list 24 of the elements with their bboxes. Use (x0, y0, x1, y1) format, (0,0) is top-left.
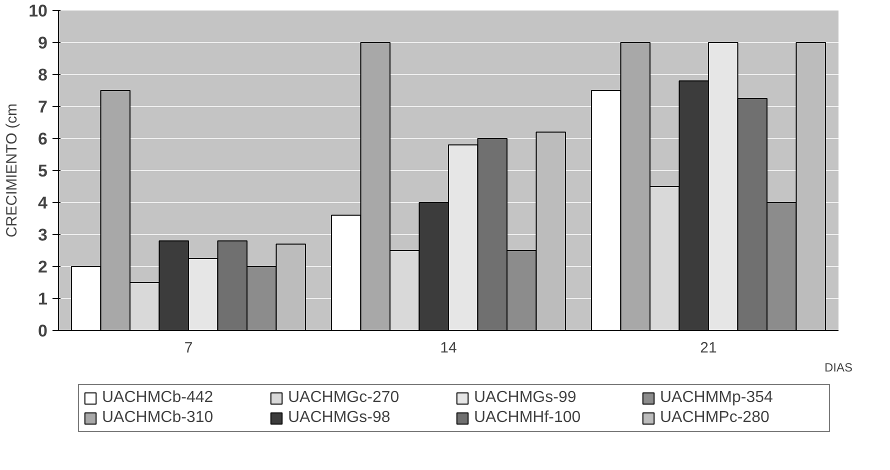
y-tick-label: 0 (38, 322, 48, 340)
y-tick-label: 2 (38, 258, 48, 276)
x-tick-label: 7 (184, 340, 193, 356)
x-tick-label: 21 (700, 340, 717, 356)
legend-label: UACHMPc-280 (660, 409, 770, 427)
legend-label: UACHMHf-100 (474, 409, 582, 427)
legend-label: UACHMGs-99 (474, 389, 578, 407)
x-axis-title: DIAS (824, 360, 853, 374)
legend-label: UACHMCb-310 (102, 409, 214, 427)
x-tick-label: 14 (440, 340, 457, 356)
y-tick-label: 6 (38, 130, 48, 148)
legend-label: UACHMCb-442 (102, 389, 214, 407)
y-tick-label: 1 (38, 290, 48, 308)
legend-label: UACHMGs-98 (288, 409, 392, 427)
y-tick-label: 5 (38, 162, 48, 180)
y-tick-label: 3 (38, 226, 48, 244)
y-tick-label: 7 (38, 98, 48, 116)
legend-label: UACHMGc-270 (288, 389, 400, 407)
y-tick-label: 4 (38, 194, 48, 212)
y-tick-label: 10 (28, 2, 48, 20)
y-axis-title: CRECIMIENTO (cm (4, 104, 21, 238)
y-tick-label: 8 (38, 66, 48, 84)
legend-label: UACHMMp-354 (660, 389, 774, 407)
y-tick-label: 9 (38, 34, 48, 52)
